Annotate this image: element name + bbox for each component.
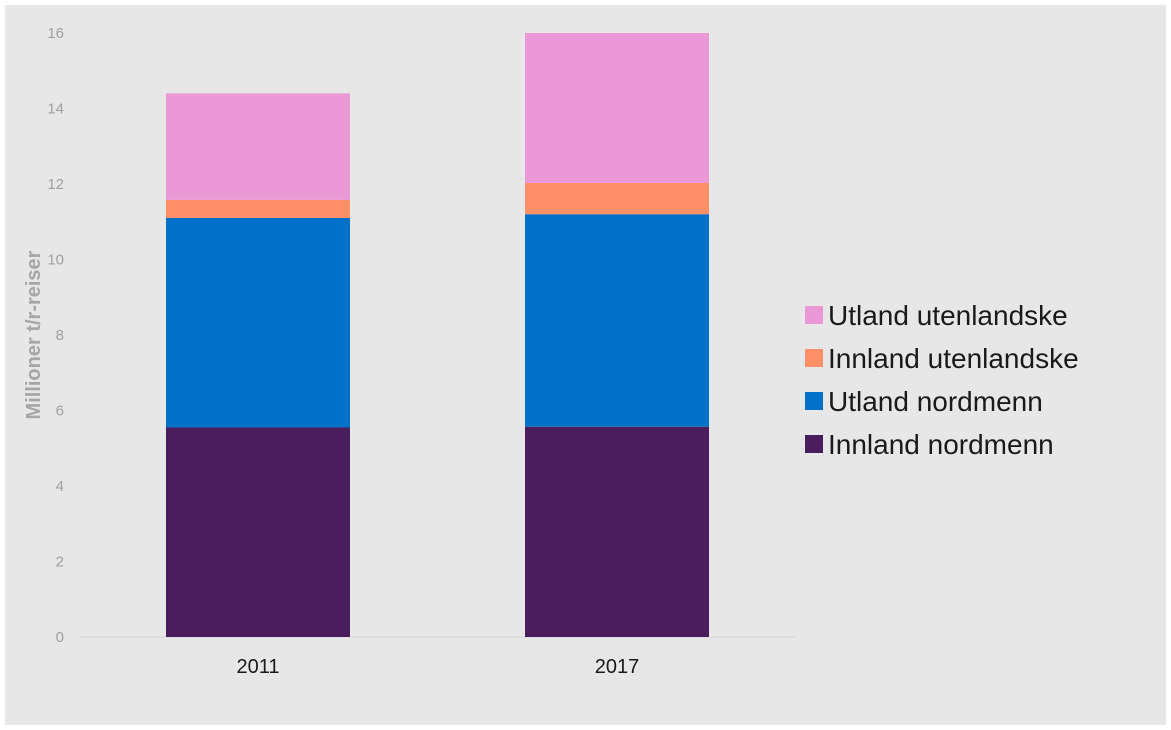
y-tick-label: 0 <box>56 629 64 646</box>
bar-segment <box>166 427 350 637</box>
x-axis-ticks: 2011 2017 <box>236 656 639 678</box>
legend-label: Utland utenlandske <box>828 300 1068 331</box>
bar-segment <box>525 182 709 215</box>
y-axis-label: Millioner t/r-reiser <box>23 250 45 419</box>
legend-swatch <box>805 349 823 367</box>
y-tick-label: 2 <box>56 554 64 571</box>
legend-swatch <box>805 392 823 410</box>
y-tick-label: 12 <box>47 176 64 193</box>
bar-segment <box>166 199 350 218</box>
bar-segment <box>525 33 709 183</box>
y-tick-label: 4 <box>56 478 64 495</box>
legend: Utland utenlandske Innland utenlandske Utl… <box>805 300 1079 460</box>
bar-segment <box>166 217 350 428</box>
y-tick-label: 14 <box>47 101 64 118</box>
y-axis-ticks: 0 2 4 6 8 10 12 14 16 <box>47 25 64 646</box>
bar-segment <box>525 214 709 427</box>
x-tick-label: 2011 <box>236 656 279 678</box>
legend-swatch <box>805 306 823 324</box>
y-tick-label: 16 <box>47 25 64 42</box>
y-tick-label: 6 <box>56 403 64 420</box>
legend-label: Utland nordmenn <box>828 386 1043 417</box>
legend-label: Innland nordmenn <box>828 429 1054 460</box>
bar-segment <box>166 93 350 200</box>
x-tick-label: 2017 <box>595 656 640 678</box>
legend-label: Innland utenlandske <box>828 343 1079 374</box>
y-tick-label: 10 <box>47 252 64 269</box>
bar-segment <box>525 426 709 637</box>
bars <box>166 33 709 637</box>
legend-swatch <box>805 435 823 453</box>
y-tick-label: 8 <box>56 327 64 344</box>
